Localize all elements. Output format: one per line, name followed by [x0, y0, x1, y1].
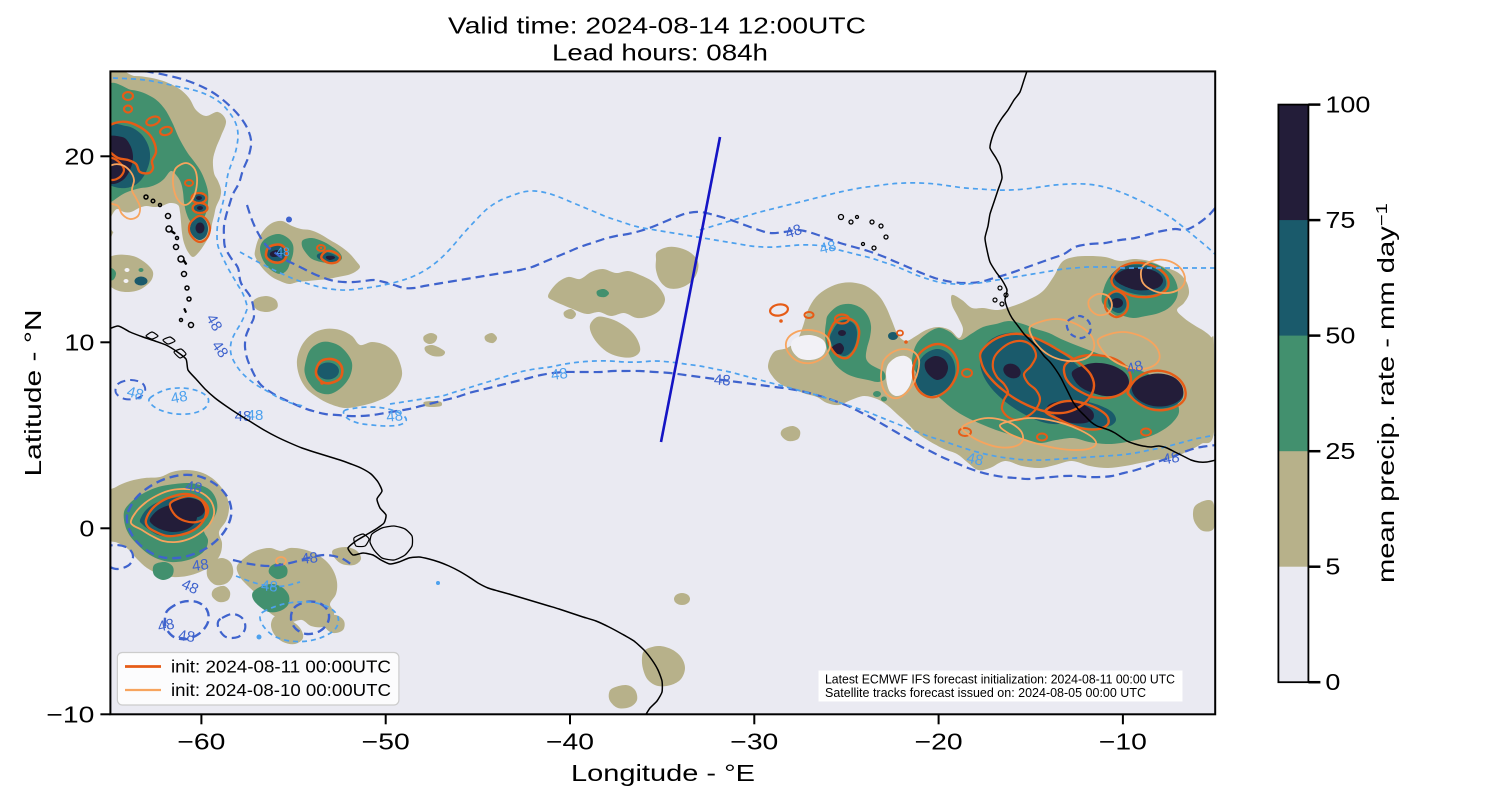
- svg-text:Longitude - °E: Longitude - °E: [571, 760, 755, 786]
- svg-text:−50: −50: [362, 728, 410, 754]
- svg-text:Lead hours: 084h: Lead hours: 084h: [552, 40, 768, 66]
- svg-text:0: 0: [1325, 669, 1340, 695]
- svg-text:−20: −20: [915, 728, 963, 754]
- svg-text:50: 50: [1325, 323, 1355, 349]
- svg-text:init: 2024-08-11 00:00UTC: init: 2024-08-11 00:00UTC: [171, 657, 391, 677]
- svg-text:48: 48: [156, 616, 176, 636]
- svg-text:48: 48: [177, 627, 196, 646]
- svg-text:48: 48: [247, 407, 264, 424]
- svg-text:48: 48: [1125, 357, 1146, 378]
- svg-text:Latitude - °N: Latitude - °N: [20, 310, 46, 477]
- svg-text:−30: −30: [730, 728, 778, 754]
- svg-text:48: 48: [184, 478, 203, 498]
- svg-text:75: 75: [1325, 207, 1355, 233]
- svg-text:48: 48: [170, 388, 189, 408]
- svg-text:100: 100: [1325, 92, 1370, 118]
- svg-text:−40: −40: [546, 728, 594, 754]
- svg-text:48: 48: [276, 245, 290, 259]
- svg-text:48: 48: [179, 576, 201, 598]
- svg-text:48: 48: [1162, 449, 1181, 469]
- svg-text:48: 48: [202, 311, 225, 334]
- svg-text:mean precip. rate - mm day−1: mean precip. rate - mm day−1: [1373, 203, 1399, 583]
- svg-text:−60: −60: [177, 728, 225, 754]
- svg-text:48: 48: [191, 556, 210, 575]
- svg-text:48: 48: [713, 371, 731, 389]
- svg-text:48: 48: [300, 549, 318, 568]
- svg-text:5: 5: [1325, 554, 1340, 580]
- svg-text:Valid time: 2024-08-14 12:00UT: Valid time: 2024-08-14 12:00UTC: [448, 13, 866, 39]
- svg-text:48: 48: [260, 577, 278, 595]
- svg-text:48: 48: [965, 450, 985, 470]
- svg-text:20: 20: [64, 143, 94, 169]
- svg-text:48: 48: [386, 407, 404, 425]
- svg-text:48: 48: [125, 383, 146, 404]
- svg-text:48: 48: [208, 338, 231, 361]
- svg-text:25: 25: [1325, 438, 1355, 464]
- svg-text:Satellite tracks forecast issu: Satellite tracks forecast issued on: 202…: [825, 685, 1146, 700]
- svg-text:48: 48: [550, 365, 569, 384]
- svg-text:init: 2024-08-10 00:00UTC: init: 2024-08-10 00:00UTC: [171, 680, 391, 700]
- svg-text:48: 48: [818, 237, 838, 258]
- svg-text:48: 48: [783, 221, 804, 242]
- svg-text:Latest ECMWF IFS forecast init: Latest ECMWF IFS forecast initialization…: [825, 672, 1175, 687]
- svg-text:−10: −10: [1099, 728, 1147, 754]
- svg-text:10: 10: [64, 329, 94, 355]
- svg-text:0: 0: [79, 515, 94, 541]
- svg-text:−10: −10: [46, 701, 94, 727]
